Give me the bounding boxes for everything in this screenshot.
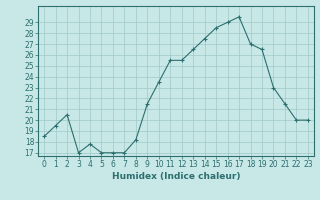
X-axis label: Humidex (Indice chaleur): Humidex (Indice chaleur) <box>112 172 240 181</box>
